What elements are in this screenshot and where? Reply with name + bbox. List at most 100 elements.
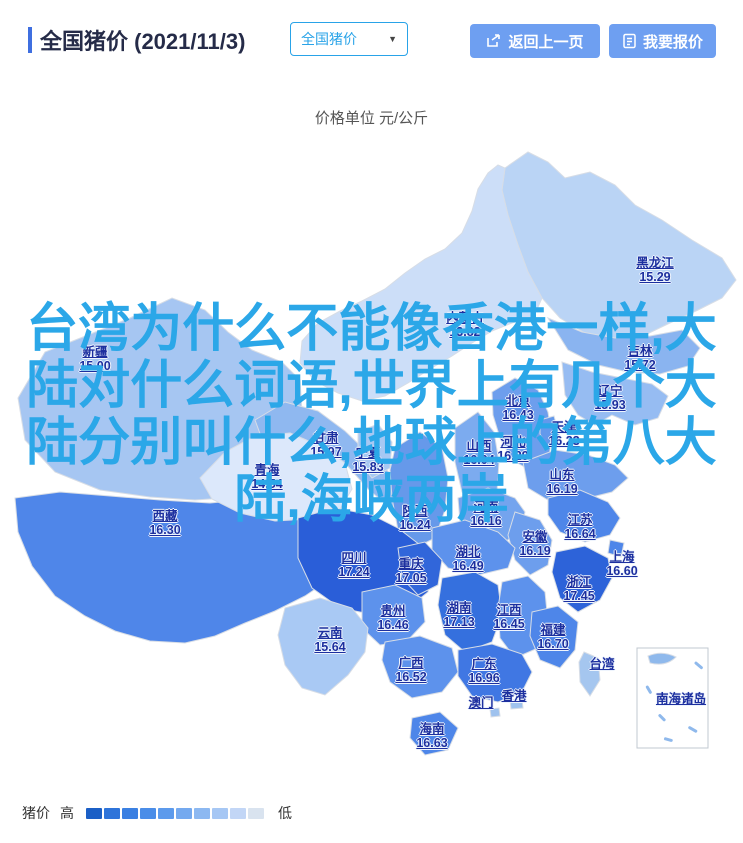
- province-shape-heilongjiang[interactable]: [501, 151, 737, 342]
- province-label[interactable]: 辽宁 15.93: [594, 384, 625, 412]
- legend-swatch: [176, 807, 192, 819]
- province-shape-beijing[interactable]: [505, 395, 531, 421]
- page-title: 全国猪价 (2021/11/3): [40, 29, 246, 54]
- title-accent-bar: [28, 27, 32, 53]
- province-label[interactable]: 江西 16.45: [493, 603, 524, 631]
- province-shape-zhejiang[interactable]: [551, 545, 613, 613]
- province-label[interactable]: 青海 14.54: [251, 463, 282, 491]
- province-shape-guangxi[interactable]: [381, 635, 459, 699]
- province-label[interactable]: 香港: [501, 689, 526, 703]
- province-name: 黑龙江: [636, 256, 674, 270]
- province-shape-jiangsu[interactable]: [547, 489, 621, 543]
- province-shape-xizang[interactable]: [14, 491, 343, 644]
- province-name: 北京: [505, 394, 531, 408]
- province-label[interactable]: 云南 15.64: [314, 626, 345, 654]
- province-label[interactable]: 内蒙古 13.82: [446, 311, 484, 339]
- province-label[interactable]: 湖北 16.49: [452, 545, 483, 573]
- dropdown-selected-value: 全国猪价: [301, 31, 357, 47]
- province-price: 16.16: [470, 514, 502, 528]
- province-label[interactable]: 河南 16.16: [470, 500, 501, 528]
- province-name: 南海诸岛: [655, 692, 707, 706]
- province-name: 海南: [419, 722, 445, 736]
- province-price: 16.45: [493, 617, 525, 631]
- province-label[interactable]: 甘肃 15.97: [310, 431, 341, 459]
- back-button[interactable]: 返回上一页: [470, 24, 600, 58]
- price-unit-subtitle: 价格单位 元/公斤: [314, 110, 429, 127]
- province-label[interactable]: 湖南 17.13: [443, 601, 474, 629]
- legend-swatch: [140, 807, 156, 819]
- province-label[interactable]: 安徽 16.19: [519, 530, 550, 558]
- province-shape-hunan[interactable]: [437, 571, 503, 653]
- province-label[interactable]: 陕西 16.24: [399, 504, 430, 532]
- province-label[interactable]: 北京 16.43: [502, 394, 533, 422]
- province-price: 14.54: [251, 477, 283, 491]
- price-legend: 猪价 高 低: [22, 803, 292, 823]
- province-shape-shandong[interactable]: [522, 449, 629, 501]
- province-label[interactable]: 新疆 15.00: [79, 345, 110, 373]
- province-label[interactable]: 重庆 17.05: [395, 557, 426, 585]
- province-price: 17.05: [395, 571, 427, 585]
- quote-button[interactable]: 我要报价: [609, 24, 716, 58]
- province-label[interactable]: 黑龙江 15.29: [636, 256, 674, 284]
- province-label[interactable]: 上海 16.60: [606, 550, 637, 578]
- province-label[interactable]: 浙江 17.45: [563, 575, 594, 603]
- legend-swatch: [230, 807, 246, 819]
- province-name: 澳门: [468, 696, 494, 710]
- legend-swatch: [248, 807, 264, 819]
- province-shape-hainan[interactable]: [409, 711, 459, 756]
- province-label[interactable]: 四川 17.24: [338, 551, 369, 579]
- province-shape-neimenggu[interactable]: [299, 164, 543, 402]
- province-name: 天津: [551, 420, 577, 434]
- province-label[interactable]: 西藏 16.30: [149, 509, 180, 537]
- province-shape-chongqing[interactable]: [397, 541, 443, 596]
- province-label[interactable]: 海南 16.63: [416, 722, 447, 750]
- province-shape-liaoning[interactable]: [561, 361, 669, 426]
- province-price: 16.19: [519, 544, 551, 558]
- province-label[interactable]: 吉林 15.72: [624, 344, 655, 372]
- province-price: 15.83: [352, 460, 384, 474]
- province-price: 16.63: [416, 736, 448, 750]
- province-label[interactable]: 天津 16.23: [548, 420, 579, 448]
- province-label[interactable]: 台湾: [589, 657, 614, 671]
- province-name: 福建: [540, 623, 566, 637]
- province-price: 16.19: [546, 482, 578, 496]
- province-price: 16.04: [463, 453, 495, 467]
- legend-low-label: 低: [278, 805, 292, 821]
- map-type-dropdown[interactable]: 全国猪价 ▼: [290, 22, 408, 56]
- province-name: 陕西: [402, 504, 428, 518]
- province-label[interactable]: 广西 16.52: [395, 656, 426, 684]
- province-shape-hongkong[interactable]: [509, 698, 524, 710]
- province-shape-macau[interactable]: [489, 707, 501, 718]
- province-label[interactable]: 山西 16.04: [463, 439, 494, 467]
- inset-island: [658, 714, 666, 722]
- back-button-label: 返回上一页: [508, 33, 584, 51]
- province-shape-taiwan[interactable]: [578, 651, 601, 697]
- province-label[interactable]: 江苏 16.64: [564, 513, 595, 541]
- province-name: 安徽: [522, 530, 548, 544]
- province-name: 江西: [496, 603, 522, 617]
- province-label[interactable]: 广东 16.96: [468, 657, 499, 685]
- province-name: 上海: [609, 550, 635, 564]
- province-label[interactable]: 贵州 16.46: [377, 604, 408, 632]
- inset-island: [697, 693, 705, 702]
- province-shape-shanghai[interactable]: [607, 539, 625, 558]
- province-label[interactable]: 河北 16.29: [497, 435, 528, 463]
- province-shape-anhui[interactable]: [507, 511, 553, 576]
- province-label[interactable]: 澳门: [468, 696, 493, 710]
- province-name: 广东: [471, 657, 497, 671]
- province-label[interactable]: 山东 16.19: [546, 468, 577, 496]
- province-shape-tianjin[interactable]: [539, 415, 561, 449]
- province-label[interactable]: 南海诸岛: [656, 692, 706, 706]
- inset-island: [663, 737, 673, 742]
- province-label[interactable]: 福建 16.70: [537, 623, 568, 651]
- province-shape-qinghai[interactable]: [199, 432, 353, 522]
- province-name: 广西: [398, 656, 424, 670]
- province-shape-guangdong[interactable]: [457, 643, 533, 703]
- province-shape-fujian[interactable]: [529, 605, 579, 669]
- province-name: 西藏: [152, 509, 178, 523]
- province-shape-yunnan[interactable]: [277, 597, 369, 696]
- province-name: 湖北: [455, 545, 481, 559]
- province-shape-jilin[interactable]: [546, 316, 701, 375]
- return-arrow-icon: [486, 33, 502, 49]
- province-label[interactable]: 宁夏 15.83: [352, 446, 383, 474]
